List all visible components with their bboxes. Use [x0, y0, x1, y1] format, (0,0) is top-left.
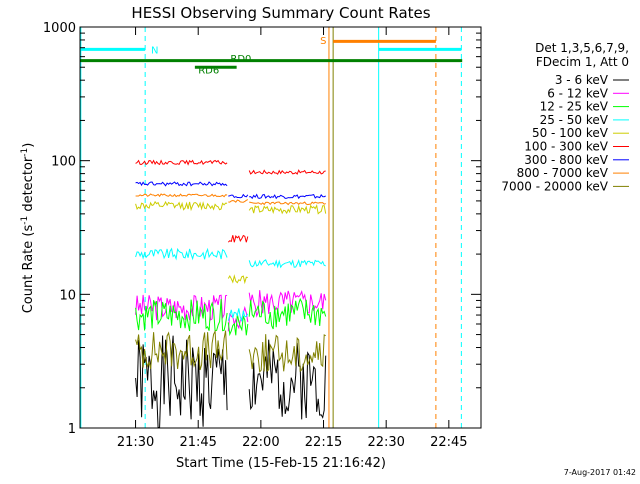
y-axis-label: Count Rate (s-1 detector-1)	[20, 143, 36, 314]
series-7000-20000-kev	[135, 329, 326, 373]
legend-entry-label: 12 - 25 keV	[540, 100, 609, 114]
series-25-50-kev	[135, 247, 326, 322]
legend-entry-label: 800 - 7000 keV	[517, 166, 609, 180]
series-line	[227, 308, 249, 322]
series-line	[228, 193, 249, 199]
legend-entry-label: 100 - 300 keV	[524, 140, 608, 154]
series-line	[228, 199, 249, 203]
legend-entry-label: 25 - 50 keV	[540, 113, 609, 127]
x-axis-label: Start Time (15-Feb-15 21:16:42)	[176, 456, 386, 471]
legend-entry-label: 7000 - 20000 keV	[501, 179, 608, 193]
series-line	[248, 204, 327, 215]
legend-entry-label: 6 - 12 keV	[547, 86, 609, 100]
interval-label: RD0	[230, 54, 251, 65]
interval-label: N	[151, 45, 158, 56]
legend-entry-label: 3 - 6 keV	[555, 73, 609, 87]
legend-entry-label: 50 - 100 keV	[532, 126, 609, 140]
y-axis-label-end: )	[21, 143, 36, 148]
series-line	[227, 274, 248, 285]
series-12-25-kev	[135, 297, 327, 337]
y-axis-label-sup2: -1	[20, 148, 30, 157]
x-tick-label: 21:45	[179, 435, 216, 450]
series-line	[249, 201, 326, 206]
y-tick-label: 10	[59, 288, 76, 303]
interval-label: S	[320, 36, 326, 47]
series-line	[248, 258, 326, 269]
series-line	[135, 247, 228, 261]
series-line	[135, 298, 228, 332]
interval-label: RD6	[198, 66, 219, 77]
x-tick-label: 22:30	[367, 435, 404, 450]
series-line	[248, 339, 327, 420]
series-line	[135, 294, 228, 321]
y-axis-label-main: Count Rate (s	[21, 225, 36, 314]
plot-frame	[79, 26, 482, 429]
series-50-100-kev	[135, 200, 327, 285]
series-line	[135, 159, 228, 166]
series-line	[227, 313, 249, 337]
series-line	[135, 335, 228, 429]
series-300-800-kev	[135, 181, 326, 200]
y-axis-label-mid: detector	[21, 156, 36, 216]
y-tick-label: 100	[51, 155, 76, 170]
y-axis-label-sup1: -1	[20, 216, 30, 225]
y-tick-label: 1	[68, 422, 76, 437]
series-line	[135, 200, 228, 212]
series-line	[135, 181, 228, 187]
series-line	[227, 234, 249, 243]
series-line	[248, 169, 326, 175]
x-tick-label: 22:00	[242, 435, 279, 450]
chart-title: HESSI Observing Summary Count Rates	[131, 4, 430, 22]
x-tick-label: 21:30	[117, 435, 154, 450]
series-line	[135, 329, 228, 371]
x-tick-label: 22:15	[305, 435, 342, 450]
series-line	[249, 193, 326, 200]
x-tick-label: 22:45	[430, 435, 467, 450]
axes: 21:30 21:45 22:00 22:15 22:30 22:45 1 10 100 1000	[43, 21, 482, 450]
series-800-7000-kev	[135, 193, 326, 206]
legend-entry-label: 300 - 800 keV	[524, 153, 608, 167]
legend-header-line-1: Det 1,3,5,6,7,9,	[535, 41, 629, 55]
series-line	[248, 334, 326, 373]
y-tick-label: 1000	[43, 21, 76, 36]
series-line	[248, 297, 327, 330]
series-100-300-kev	[135, 159, 326, 243]
date-stamp: 7-Aug-2017 01:42	[564, 468, 636, 477]
series-line	[135, 193, 228, 198]
series-line	[227, 305, 249, 332]
series-3-6-kev	[135, 335, 327, 429]
plot-area: N S RD0 RD6	[80, 27, 463, 429]
legend-header-line-2: FDecim 1, Att 0	[536, 55, 629, 69]
